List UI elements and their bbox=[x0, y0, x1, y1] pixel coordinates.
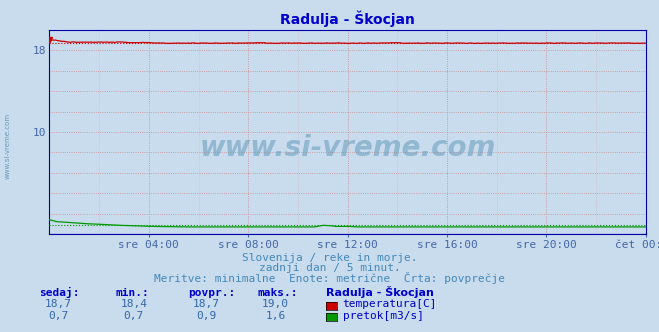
Text: temperatura[C]: temperatura[C] bbox=[343, 299, 437, 309]
Text: pretok[m3/s]: pretok[m3/s] bbox=[343, 311, 424, 321]
Text: 0,9: 0,9 bbox=[196, 311, 216, 321]
Text: 0,7: 0,7 bbox=[124, 311, 144, 321]
Text: 1,6: 1,6 bbox=[266, 311, 285, 321]
Text: 18,7: 18,7 bbox=[193, 299, 219, 309]
Text: 18,4: 18,4 bbox=[121, 299, 147, 309]
Text: maks.:: maks.: bbox=[257, 288, 297, 298]
Text: Slovenija / reke in morje.: Slovenija / reke in morje. bbox=[242, 253, 417, 263]
Text: Radulja - Škocjan: Radulja - Škocjan bbox=[326, 286, 434, 298]
Title: Radulja - Škocjan: Radulja - Škocjan bbox=[280, 11, 415, 27]
Text: 19,0: 19,0 bbox=[262, 299, 289, 309]
Text: sedaj:: sedaj: bbox=[40, 287, 80, 298]
Text: 18,7: 18,7 bbox=[45, 299, 71, 309]
Text: zadnji dan / 5 minut.: zadnji dan / 5 minut. bbox=[258, 263, 401, 273]
Text: Meritve: minimalne  Enote: metrične  Črta: povprečje: Meritve: minimalne Enote: metrične Črta:… bbox=[154, 272, 505, 284]
Text: www.si-vreme.com: www.si-vreme.com bbox=[5, 113, 11, 179]
Text: 0,7: 0,7 bbox=[48, 311, 68, 321]
Text: povpr.:: povpr.: bbox=[188, 288, 235, 298]
Text: www.si-vreme.com: www.si-vreme.com bbox=[200, 134, 496, 162]
Text: min.:: min.: bbox=[115, 288, 149, 298]
